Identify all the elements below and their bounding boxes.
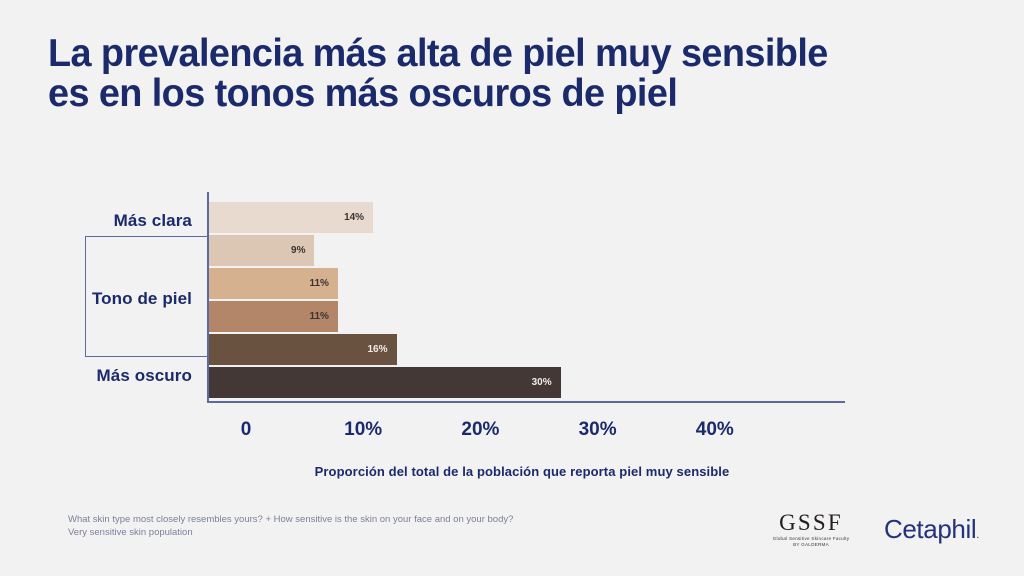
category-label-darkest: Más oscuro <box>96 366 192 385</box>
title-line-2: es en los tonos más oscuros de piel <box>48 72 678 115</box>
x-axis-tick-label: 0 <box>240 419 252 440</box>
bar-value-label: 14% <box>344 212 365 223</box>
x-axis-line <box>207 401 845 403</box>
gssf-logo-byline: BY GALDERMA <box>793 542 829 547</box>
bar[interactable]: 30% <box>209 367 561 398</box>
footnote-line-2: Very sensitive skin population <box>68 527 193 538</box>
skin-tone-bracket <box>85 236 207 357</box>
cetaphil-logo-mark: . <box>976 529 979 541</box>
bar[interactable]: 11% <box>209 301 338 332</box>
x-axis-tick-label: 10% <box>344 419 383 440</box>
title-line-1: La prevalencia más alta de piel muy sens… <box>48 32 828 75</box>
y-axis-line <box>207 192 209 402</box>
category-label-skin-tone: Tono de piel <box>91 289 192 308</box>
x-axis-tick-label: 20% <box>461 419 500 440</box>
bar[interactable]: 9% <box>209 235 315 266</box>
footnote: What skin type most closely resembles yo… <box>68 513 513 539</box>
x-axis-title: Proporción del total de la población que… <box>314 464 730 479</box>
bar[interactable]: 11% <box>209 268 338 299</box>
x-axis-tick-label: 40% <box>695 419 734 440</box>
footnote-line-1: What skin type most closely resembles yo… <box>68 514 514 525</box>
bar-value-label: 16% <box>367 344 388 355</box>
cetaphil-logo-wordmark: Cetaphil <box>884 514 977 544</box>
bar[interactable]: 16% <box>209 334 397 365</box>
cetaphil-logo: Cetaphil. <box>884 514 979 545</box>
bar-value-label: 11% <box>309 278 329 289</box>
bar-value-label: 9% <box>291 245 306 256</box>
gssf-logo-tagline: Global Sensitive Skincare Faculty <box>772 536 850 541</box>
bar[interactable]: 14% <box>209 202 374 233</box>
bar-value-label: 11% <box>309 311 329 322</box>
category-label-lightest: Más clara <box>113 211 192 230</box>
gssf-logo-wordmark: GSSF <box>779 510 843 535</box>
page-title: La prevalencia más alta de piel muy sens… <box>48 34 948 114</box>
x-axis-tick-label: 30% <box>578 419 617 440</box>
bar-value-label: 30% <box>531 377 552 388</box>
gssf-logo: GSSF Global Sensitive Skincare Faculty B… <box>769 511 853 548</box>
